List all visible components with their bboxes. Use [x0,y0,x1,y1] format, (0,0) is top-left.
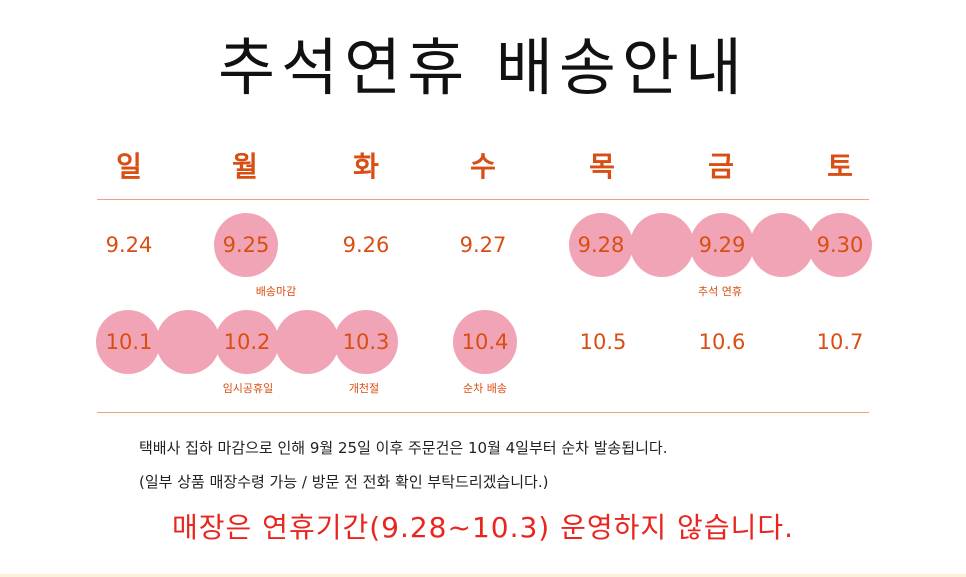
date-10-7: 10.7 [816,330,864,354]
event-label-national-foundation-day: 개천절 [348,382,380,395]
highlight-circle-9-25 [214,213,278,277]
date-9-28: 9.28 [577,233,625,257]
date-10-4: 10.4 [461,330,509,354]
event-label-shipping-deadline: 배송마감 [255,285,297,298]
event-label-sequential-shipping: 순차 배송 [463,382,507,395]
highlight-circle-holiday-fill-4 [275,310,339,374]
date-10-6: 10.6 [698,330,746,354]
day-header-thu: 목 [589,150,615,183]
day-header-sun: 일 [116,150,142,183]
event-label-chuseok-holiday: 추석 연휴 [698,285,742,298]
shipping-notice-line-2: (일부 상품 매장수령 가능 / 방문 전 전화 확인 부탁드리겠습니다.) [139,473,549,491]
day-header-tue: 화 [353,150,379,183]
store-closed-notice: 매장은 연휴기간(9.28~10.3) 운영하지 않습니다. [172,511,794,544]
highlight-circle-9-28 [569,213,633,277]
highlight-circle-10-2 [215,310,279,374]
day-header-wed: 수 [470,150,496,183]
date-10-3: 10.3 [342,330,390,354]
date-10-1: 10.1 [105,330,153,354]
page-title: 추석연휴 배송안내 [217,31,749,104]
date-9-29: 9.29 [698,233,746,257]
bottom-decorative-band [0,574,966,577]
date-9-25: 9.25 [222,233,270,257]
highlight-circle-10-4 [453,310,517,374]
highlight-circle-10-1 [96,310,160,374]
highlight-circle-holiday-fill-3 [156,310,220,374]
highlight-circle-holiday-fill-2 [750,213,814,277]
day-header-sat: 토 [827,150,853,183]
date-10-5: 10.5 [579,330,627,354]
calendar-bottom-divider [97,412,869,413]
date-9-27: 9.27 [459,233,507,257]
header-divider [97,199,869,200]
day-header-fri: 금 [708,150,734,183]
highlight-circle-10-3 [334,310,398,374]
highlight-circle-9-30 [808,213,872,277]
highlight-circle-holiday-fill-1 [630,213,694,277]
event-label-temporary-holiday: 임시공휴일 [222,382,274,395]
date-10-2: 10.2 [223,330,271,354]
day-header-mon: 월 [232,150,258,183]
highlight-circle-9-29 [690,213,754,277]
shipping-notice-line-1: 택배사 집하 마감으로 인해 9월 25일 이후 주문건은 10월 4일부터 순… [139,439,668,457]
date-9-24: 9.24 [105,233,153,257]
date-9-30: 9.30 [816,233,864,257]
date-9-26: 9.26 [342,233,390,257]
